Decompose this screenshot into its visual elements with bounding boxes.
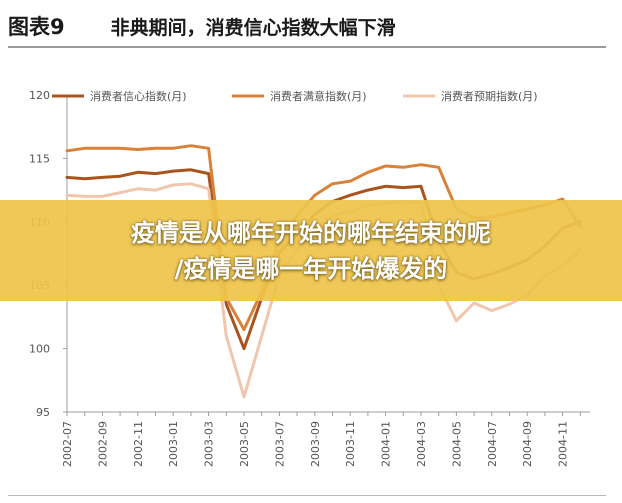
x-tick-label: 2004-01: [380, 421, 393, 467]
x-tick-label: 2003-11: [344, 421, 357, 467]
x-tick-label: 2003-01: [167, 421, 180, 467]
x-tick-label: 2003-05: [238, 421, 251, 467]
x-tick-label: 2004-07: [486, 421, 499, 467]
y-tick-label: 95: [36, 406, 50, 419]
legend-label: 消费者满意指数(月): [270, 89, 367, 103]
x-tick-label: 2003-03: [203, 421, 216, 467]
x-tick-label: 2002-07: [61, 421, 74, 467]
y-tick-label: 100: [29, 343, 50, 356]
x-tick-label: 2003-07: [273, 421, 286, 467]
x-tick-label: 2003-09: [309, 421, 322, 467]
caption-overlay-banner: 疫情是从哪年开始的哪年结束的呢 /疫情是哪一年开始爆发的: [0, 200, 622, 301]
y-tick-label: 115: [29, 152, 50, 165]
figure-title: 非典期间，消费信心指数大幅下滑: [110, 16, 396, 39]
figure-header: 图表9 非典期间，消费信心指数大幅下滑: [8, 6, 608, 46]
x-tick-label: 2002-11: [132, 421, 145, 467]
footer-rule: [8, 495, 606, 496]
overlay-line-1: 疫情是从哪年开始的哪年结束的呢: [131, 218, 491, 247]
chart-legend: 消费者信心指数(月) 消费者满意指数(月) 消费者预期指数(月): [52, 89, 538, 103]
overlay-line-2: /疫情是哪一年开始爆发的: [174, 254, 448, 283]
legend-label: 消费者预期指数(月): [441, 89, 538, 103]
legend-label: 消费者信心指数(月): [90, 89, 187, 103]
y-tick-label: 120: [29, 89, 50, 102]
x-tick-label: 2004-11: [557, 421, 570, 467]
figure-label: 图表9: [8, 15, 65, 39]
x-tick-label: 2004-05: [450, 421, 463, 467]
x-tick-label: 2004-03: [415, 421, 428, 467]
x-tick-label: 2004-09: [521, 421, 534, 467]
x-tick-label: 2002-09: [96, 421, 109, 467]
header-rule: [8, 46, 606, 48]
